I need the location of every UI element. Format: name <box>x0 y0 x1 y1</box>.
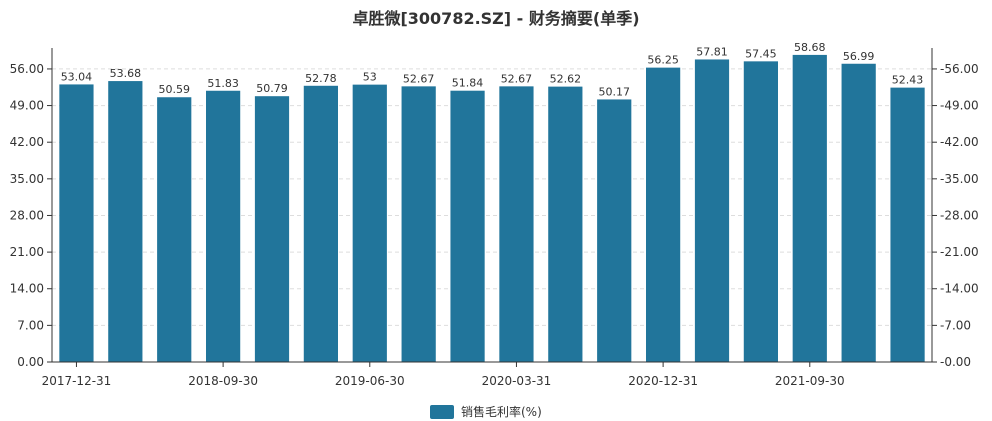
data-label: 56.25 <box>647 54 679 67</box>
data-label: 51.84 <box>452 77 484 90</box>
y-tick-label-left: 28.00 <box>10 208 44 222</box>
data-label: 58.68 <box>794 41 826 54</box>
y-tick-label-right: -56.00 <box>940 62 979 76</box>
data-label: 57.81 <box>696 45 728 58</box>
y-tick-label-right: -42.00 <box>940 135 979 149</box>
y-axis-right-ticks: -0.00 -7.00 -14.00 -21.00 -28.00 -35.00 -42.00… <box>932 62 979 369</box>
bar <box>597 99 632 362</box>
bar <box>499 86 534 362</box>
y-tick-label-left: 49.00 <box>10 99 44 113</box>
x-tick-label: 2019-06-30 <box>335 374 405 388</box>
data-labels: 53.04 53.68 50.59 51.83 50.79 52.78 53 52.67 51.… <box>61 41 924 99</box>
bar <box>352 84 387 362</box>
y-tick-label-right: -35.00 <box>940 172 979 186</box>
bars <box>59 54 925 363</box>
x-tick-label: 2021-09-30 <box>775 374 845 388</box>
data-label: 52.78 <box>305 72 337 85</box>
bar <box>841 63 876 363</box>
y-tick-label-left: 56.00 <box>10 62 44 76</box>
data-label: 52.67 <box>501 72 533 85</box>
y-tick-label-left: 42.00 <box>10 135 44 149</box>
y-tick-label-left: 7.00 <box>17 318 44 332</box>
bar <box>548 86 583 362</box>
data-label: 57.45 <box>745 47 777 60</box>
y-tick-label-left: 35.00 <box>10 172 44 186</box>
x-tick-label: 2017-12-31 <box>42 374 112 388</box>
y-tick-label-left: 21.00 <box>10 245 44 259</box>
data-label: 52.43 <box>892 74 924 87</box>
axes <box>51 48 933 363</box>
legend-label[interactable]: 销售毛利率(%) <box>461 404 542 419</box>
data-label: 56.99 <box>843 50 875 63</box>
y-tick-label-right: -49.00 <box>940 99 979 113</box>
bar <box>792 54 827 363</box>
legend[interactable]: 销售毛利率(%) <box>430 404 542 419</box>
data-label: 52.62 <box>550 73 582 86</box>
data-label: 50.79 <box>256 82 288 95</box>
bar <box>694 59 730 362</box>
bar <box>450 90 485 362</box>
y-tick-label-left: 0.00 <box>17 355 44 369</box>
bar <box>59 84 94 362</box>
data-label: 50.59 <box>158 83 190 96</box>
bar <box>890 87 925 362</box>
x-tick-label: 2018-09-30 <box>188 374 258 388</box>
bar <box>303 85 338 362</box>
bar <box>157 97 192 362</box>
y-tick-label-right: -28.00 <box>940 208 979 222</box>
y-tick-label-right: -14.00 <box>940 282 979 296</box>
y-axis-left-ticks: 0.00 7.00 14.00 21.00 28.00 35.00 42.00 49.00 56… <box>10 62 52 369</box>
bar <box>743 61 778 362</box>
data-label: 53.04 <box>61 70 93 83</box>
x-axis-ticks: 2017-12-31 2018-09-30 2019-06-30 2020-03-31… <box>42 362 845 388</box>
chart-title: 卓胜微[300782.SZ] - 财务摘要(单季) <box>352 9 639 28</box>
x-tick-label: 2020-12-31 <box>628 374 698 388</box>
bar <box>108 81 143 362</box>
bar <box>206 90 241 362</box>
bar <box>401 86 436 362</box>
y-tick-label-right: -21.00 <box>940 245 979 259</box>
data-label: 53.68 <box>110 67 142 80</box>
data-label: 52.67 <box>403 72 435 85</box>
y-tick-label-left: 14.00 <box>10 282 44 296</box>
bar <box>254 96 290 362</box>
data-label: 51.83 <box>207 77 239 90</box>
y-tick-label-right: -0.00 <box>940 355 971 369</box>
x-tick-label: 2020-03-31 <box>482 374 552 388</box>
data-label: 50.17 <box>598 85 630 98</box>
bar <box>646 67 681 362</box>
legend-swatch[interactable] <box>430 405 454 419</box>
data-label: 53 <box>363 71 377 84</box>
y-tick-label-right: -7.00 <box>940 318 971 332</box>
